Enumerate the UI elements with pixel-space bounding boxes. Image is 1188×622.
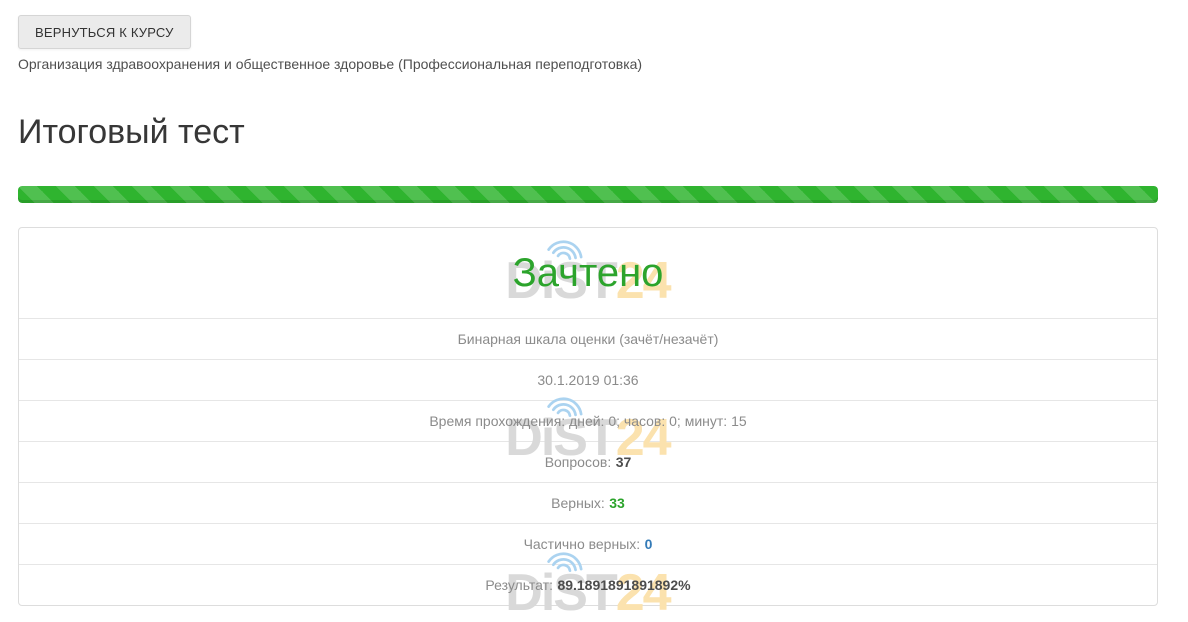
result-row-date: 30.1.2019 01:36	[19, 359, 1157, 400]
result-row-label: Время прохождения: дней: 0; часов: 0; ми…	[429, 413, 747, 429]
result-row-label: Бинарная шкала оценки (зачёт/незачёт)	[457, 331, 719, 347]
course-name: Организация здравоохранения и общественн…	[18, 56, 643, 72]
result-row-grading-scale: Бинарная шкала оценки (зачёт/незачёт)	[19, 318, 1157, 359]
result-row-label: Результат:	[485, 577, 553, 593]
result-row-questions: Вопросов: 37	[19, 441, 1157, 482]
quiz-progress-bar	[18, 186, 1158, 203]
result-row-label: Верных:	[551, 495, 605, 511]
result-row-value: 89.1891891891892%	[557, 577, 691, 593]
quiz-result-card: DiST24 DiST24 DiST24 Зачтено Бинарная шк…	[18, 227, 1158, 619]
quiz-progress-fill	[18, 186, 1158, 203]
back-to-course-button[interactable]: ВЕРНУТЬСЯ К КУРСУ	[18, 15, 191, 49]
result-row-duration: Время прохождения: дней: 0; часов: 0; ми…	[19, 400, 1157, 441]
result-row-correct: Верных: 33	[19, 482, 1157, 523]
result-row-score: Результат: 89.1891891891892%	[19, 564, 1157, 605]
result-row-value: 33	[609, 495, 625, 511]
result-row-value: 0	[644, 536, 653, 552]
result-row-label: Частично верных:	[523, 536, 641, 552]
grade-status: Зачтено	[512, 250, 664, 295]
result-row-label: Вопросов:	[544, 454, 612, 470]
page-title: Итоговый тест	[18, 113, 245, 151]
result-row-label: 30.1.2019 01:36	[537, 372, 639, 388]
grade-status-row: Зачтено	[19, 228, 1157, 318]
result-row-value: 37	[615, 454, 632, 470]
result-row-partially-correct: Частично верных: 0	[19, 523, 1157, 564]
